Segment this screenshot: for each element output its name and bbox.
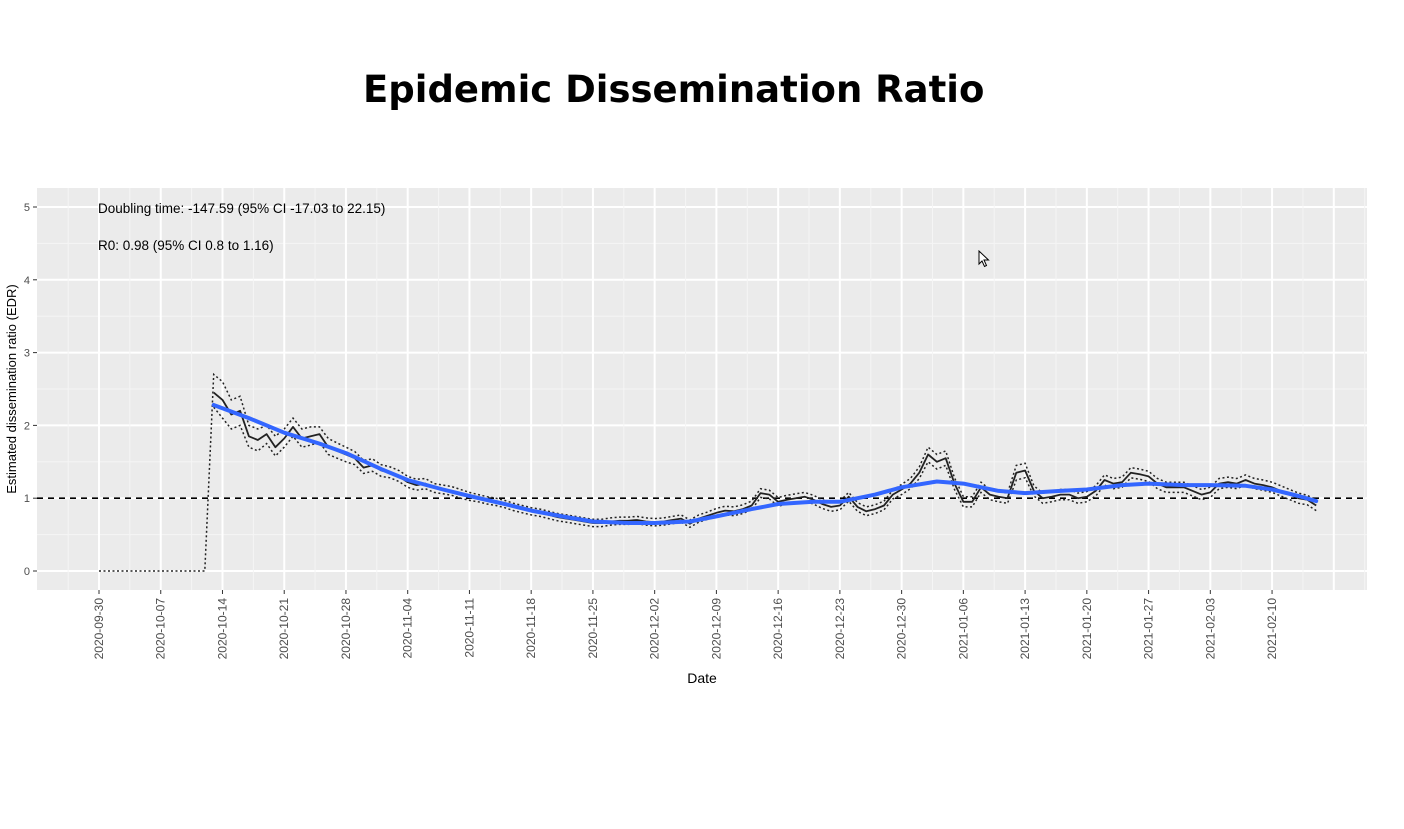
annotation-text: R0: 0.98 (95% CI 0.8 to 1.16) — [98, 238, 274, 253]
x-tick-label: 2021-01-13 — [1018, 598, 1032, 660]
x-tick-label: 2021-02-03 — [1203, 598, 1217, 660]
x-tick-label: 2020-11-18 — [524, 598, 538, 659]
x-tick-label: 2020-11-04 — [401, 598, 415, 659]
annotation-text: Doubling time: -147.59 (95% CI -17.03 to… — [98, 201, 385, 216]
ci-lower-line — [213, 406, 1317, 529]
x-tick-label: 2020-11-11 — [462, 598, 476, 658]
x-tick-label: 2020-12-23 — [833, 598, 847, 660]
y-tick-label: 1 — [24, 493, 30, 505]
y-tick-label: 2 — [24, 420, 30, 432]
y-tick-label: 3 — [24, 348, 30, 360]
x-tick-label: 2021-01-20 — [1080, 598, 1094, 660]
x-tick-label: 2020-10-28 — [339, 598, 353, 660]
y-axis-title: Estimated dissemination ratio (EDR) — [4, 284, 19, 494]
y-tick-label: 0 — [24, 566, 30, 578]
y-tick-label: 5 — [24, 202, 30, 214]
mouse-cursor-icon — [978, 250, 990, 268]
x-tick-label: 2021-01-06 — [956, 598, 970, 660]
x-axis-title: Date — [687, 670, 717, 686]
smooth-trend-line — [211, 403, 1319, 525]
ci-upper-line — [99, 372, 1317, 572]
x-tick-label: 2021-02-10 — [1265, 598, 1279, 660]
x-tick-label: 2020-12-30 — [895, 598, 909, 660]
x-tick-label: 2020-10-21 — [277, 598, 291, 660]
y-tick-label: 4 — [24, 275, 30, 287]
x-tick-label: 2020-12-09 — [709, 598, 723, 660]
slide-title: Epidemic Dissemination Ratio — [363, 68, 985, 111]
x-tick-label: 2020-10-14 — [215, 598, 229, 660]
x-tick-label: 2020-11-25 — [586, 598, 600, 659]
x-tick-label: 2021-01-27 — [1142, 598, 1156, 660]
x-tick-label: 2020-12-16 — [771, 598, 785, 660]
x-tick-label: 2020-12-02 — [648, 598, 662, 660]
x-tick-label: 2020-10-07 — [154, 598, 168, 660]
x-tick-label: 2020-09-30 — [92, 598, 106, 660]
